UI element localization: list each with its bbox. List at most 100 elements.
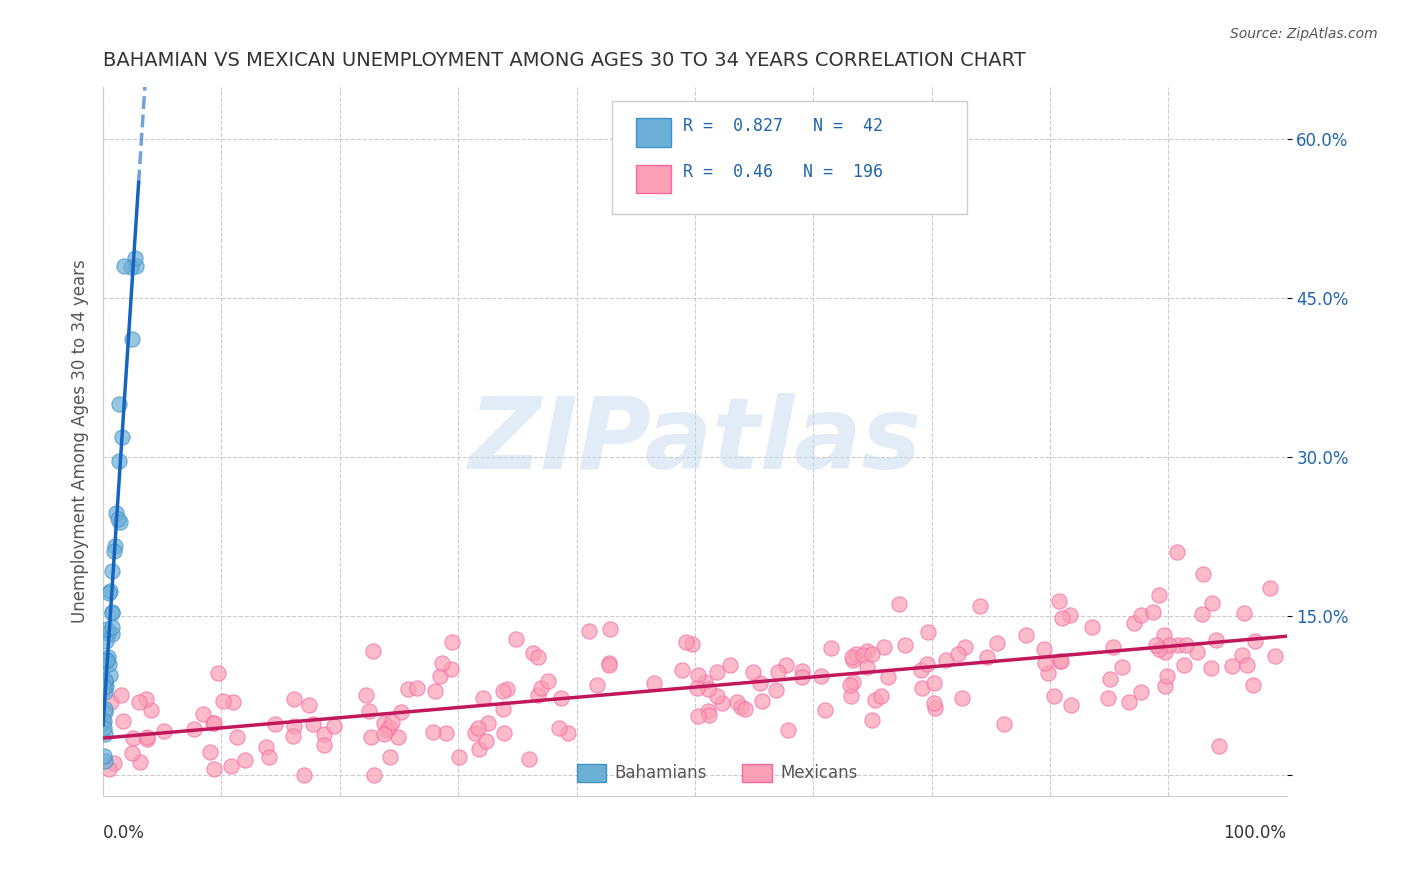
Point (100, 627, 122, 641)
Point (1241, 678, 1264, 692)
Point (1201, 596, 1223, 610)
Point (1059, 607, 1081, 622)
Point (129, 756, 152, 770)
Point (969, 599, 991, 614)
Point (950, 691, 973, 706)
Point (536, 673, 558, 688)
Point (97, 650, 120, 665)
Point (1080, 620, 1102, 634)
Point (706, 665, 728, 680)
Point (222, 695, 245, 709)
Point (586, 678, 609, 692)
Point (107, 397, 129, 411)
Point (1192, 566, 1215, 581)
Point (136, 730, 159, 744)
Point (813, 702, 835, 716)
Point (775, 658, 797, 673)
Text: 100.0%: 100.0% (1223, 824, 1286, 842)
Point (107, 454, 129, 468)
Point (354, 688, 377, 702)
Point (1149, 588, 1171, 602)
Point (111, 430, 134, 444)
Y-axis label: Unemployment Among Ages 30 to 34 years: Unemployment Among Ages 30 to 34 years (72, 260, 89, 623)
Point (1174, 638, 1197, 652)
Point (226, 731, 249, 745)
Point (924, 676, 946, 690)
Point (1101, 640, 1123, 654)
Point (467, 722, 489, 736)
Point (97, 657, 120, 672)
Point (219, 758, 242, 772)
Point (1097, 690, 1119, 705)
Point (946, 647, 969, 661)
Point (911, 681, 934, 695)
Point (122, 731, 145, 746)
Point (378, 749, 401, 764)
Point (263, 717, 285, 731)
Point (1236, 657, 1258, 672)
Point (1232, 606, 1254, 620)
Point (378, 720, 401, 734)
Point (283, 729, 305, 743)
Point (93, 674, 115, 689)
Point (202, 716, 225, 731)
Point (550, 691, 572, 706)
Point (153, 724, 176, 739)
Point (439, 662, 461, 676)
Point (141, 703, 163, 717)
Point (1111, 660, 1133, 674)
Point (706, 689, 728, 703)
Point (1099, 673, 1122, 687)
Point (976, 649, 998, 664)
Text: BAHAMIAN VS MEXICAN UNEMPLOYMENT AMONG AGES 30 TO 34 YEARS CORRELATION CHART: BAHAMIAN VS MEXICAN UNEMPLOYMENT AMONG A… (103, 51, 1026, 70)
Point (1036, 665, 1059, 680)
Point (375, 723, 398, 737)
Point (1060, 698, 1083, 712)
Point (856, 660, 879, 674)
Point (96, 622, 118, 636)
Text: R =  0.46   N =  196: R = 0.46 N = 196 (683, 162, 883, 181)
Point (841, 650, 863, 665)
Point (935, 653, 957, 667)
Point (924, 701, 946, 715)
Bar (576, 764, 606, 781)
Point (128, 695, 150, 709)
Point (776, 723, 799, 738)
Point (323, 719, 346, 733)
Point (494, 726, 516, 740)
Point (1147, 642, 1170, 657)
Point (93, 714, 115, 728)
Point (873, 640, 896, 655)
Point (765, 682, 787, 697)
Point (1220, 659, 1243, 673)
Point (97, 626, 120, 640)
Point (953, 640, 976, 654)
Point (766, 665, 789, 679)
Point (93, 680, 115, 694)
Point (312, 738, 335, 752)
Point (110, 688, 132, 702)
Point (361, 644, 384, 658)
Point (1243, 633, 1265, 648)
Point (1049, 654, 1071, 668)
Point (257, 749, 280, 764)
Text: Bahamians: Bahamians (614, 764, 707, 782)
Point (725, 695, 748, 709)
Point (693, 675, 716, 690)
Point (492, 702, 515, 716)
Point (298, 698, 321, 712)
Point (357, 705, 380, 719)
Point (557, 726, 579, 740)
Point (749, 676, 772, 690)
Point (1142, 605, 1164, 619)
Point (842, 675, 865, 690)
Point (751, 693, 773, 707)
Point (449, 749, 471, 764)
Point (842, 653, 865, 667)
Point (191, 707, 214, 722)
Point (1033, 656, 1056, 670)
Point (94, 727, 117, 741)
Text: 0.0%: 0.0% (103, 824, 145, 842)
Point (104, 539, 127, 553)
Text: Mexicans: Mexicans (780, 764, 858, 782)
